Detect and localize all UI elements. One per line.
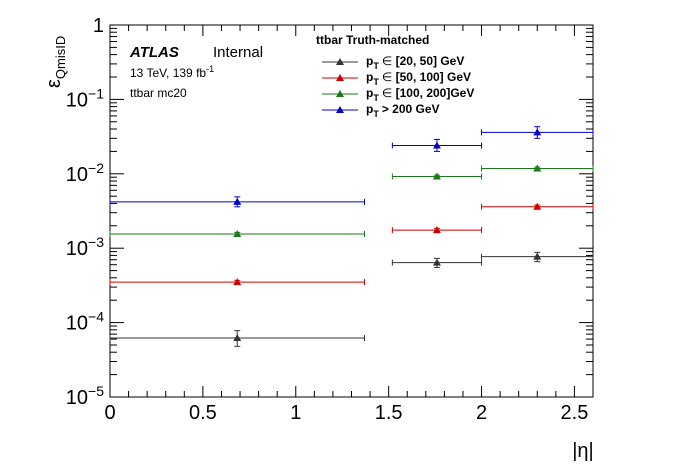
y-axis-label-sub: QmisID bbox=[53, 36, 68, 79]
x-axis-label: |η| bbox=[572, 440, 594, 462]
data-point-marker bbox=[432, 226, 441, 234]
legend-marker bbox=[336, 106, 344, 113]
legend-label-main: p bbox=[366, 70, 373, 84]
data-point-marker bbox=[533, 202, 542, 210]
legend-label-range: [20, 50] GeV bbox=[392, 54, 464, 68]
y-tick-label-base: 10 bbox=[66, 387, 88, 409]
legend-label-rest: ∈ bbox=[382, 70, 392, 84]
data-marks bbox=[109, 126, 594, 347]
data-point-marker bbox=[432, 172, 441, 180]
energy-lumi-label: 13 TeV, 139 fb-1 bbox=[130, 64, 214, 80]
legend-marker bbox=[336, 90, 344, 97]
data-point-marker bbox=[533, 252, 542, 260]
y-tick-label: 10−1 bbox=[66, 85, 104, 111]
data-point-marker bbox=[233, 230, 242, 238]
legend-entry-label: pT ∈ [20, 50] GeV bbox=[366, 54, 464, 71]
x-tick-label: 0 bbox=[104, 402, 115, 424]
data-point-marker bbox=[533, 128, 542, 136]
legend-label-main: p bbox=[366, 102, 373, 116]
data-point-marker bbox=[233, 278, 242, 286]
data-point-marker bbox=[432, 141, 441, 149]
x-tick-label: 2 bbox=[476, 402, 487, 424]
y-tick-label: 10−4 bbox=[66, 309, 104, 335]
y-tick-label: 10−3 bbox=[66, 234, 104, 260]
energy-lumi-text: 13 TeV, 139 fb bbox=[130, 66, 206, 80]
y-tick-label: 10−2 bbox=[66, 160, 104, 186]
energy-lumi-exponent: -1 bbox=[206, 64, 214, 74]
legend-label-rest: ∈ bbox=[382, 54, 392, 68]
legend-title: ttbar Truth-matched bbox=[316, 33, 429, 47]
sample-label: ttbar mc20 bbox=[130, 86, 187, 100]
legend-marker bbox=[336, 74, 344, 81]
legend-label-main: p bbox=[366, 86, 373, 100]
legend-label-range: [50, 100] GeV bbox=[392, 70, 471, 84]
data-point-marker bbox=[233, 334, 242, 342]
atlas-label: ATLAS bbox=[129, 44, 179, 61]
axis-ticks: 0 0.5 1 1.5 2 2.510−510−410−310−210−11 bbox=[66, 15, 593, 424]
legend-marker bbox=[336, 58, 344, 65]
y-tick-label: 10−5 bbox=[66, 383, 104, 409]
legend-entry-label: pT > 200 GeV bbox=[366, 102, 440, 119]
legend-label-range: [100, 200]GeV bbox=[392, 86, 474, 100]
x-tick-label: 0.5 bbox=[189, 402, 217, 424]
y-axis-label: εQmisID bbox=[43, 36, 68, 88]
legend-entry-label: pT ∈ [50, 100] GeV bbox=[366, 70, 471, 87]
y-tick-label-base: 10 bbox=[66, 238, 88, 260]
data-point-marker bbox=[432, 258, 441, 266]
y-tick-label-base: 10 bbox=[66, 164, 88, 186]
y-tick-label-base: 10 bbox=[66, 313, 88, 335]
y-axis-label-main: ε bbox=[43, 79, 65, 88]
y-tick-label-exponent: −3 bbox=[88, 234, 104, 250]
y-tick-label-exponent: −4 bbox=[88, 309, 104, 325]
legend-label-sub: T bbox=[373, 77, 379, 87]
legend-entry-label: pT ∈ [100, 200]GeV bbox=[366, 86, 474, 103]
y-tick-label-base: 10 bbox=[66, 89, 88, 111]
x-tick-label: 2.5 bbox=[561, 402, 589, 424]
legend-label-main: p bbox=[366, 54, 373, 68]
legend-label-rest: > 200 GeV bbox=[382, 102, 440, 116]
legend-label-sub: T bbox=[373, 109, 379, 119]
internal-label: Internal bbox=[213, 44, 263, 61]
y-tick-label-exponent: −5 bbox=[88, 383, 104, 399]
y-tick-label-exponent: −1 bbox=[88, 85, 104, 101]
legend-label-rest: ∈ bbox=[382, 86, 392, 100]
legend-label-sub: T bbox=[373, 93, 379, 103]
y-tick-label-exponent: −2 bbox=[88, 160, 104, 176]
x-tick-label: 1.5 bbox=[375, 402, 403, 424]
x-tick-label: 1 bbox=[290, 402, 301, 424]
data-point-marker bbox=[533, 164, 542, 172]
data-point-marker bbox=[233, 197, 242, 205]
y-tick-label-base: 1 bbox=[93, 15, 104, 37]
legend-label-sub: T bbox=[373, 61, 379, 71]
y-tick-label: 1 bbox=[93, 15, 104, 37]
plot-frame bbox=[109, 24, 594, 398]
